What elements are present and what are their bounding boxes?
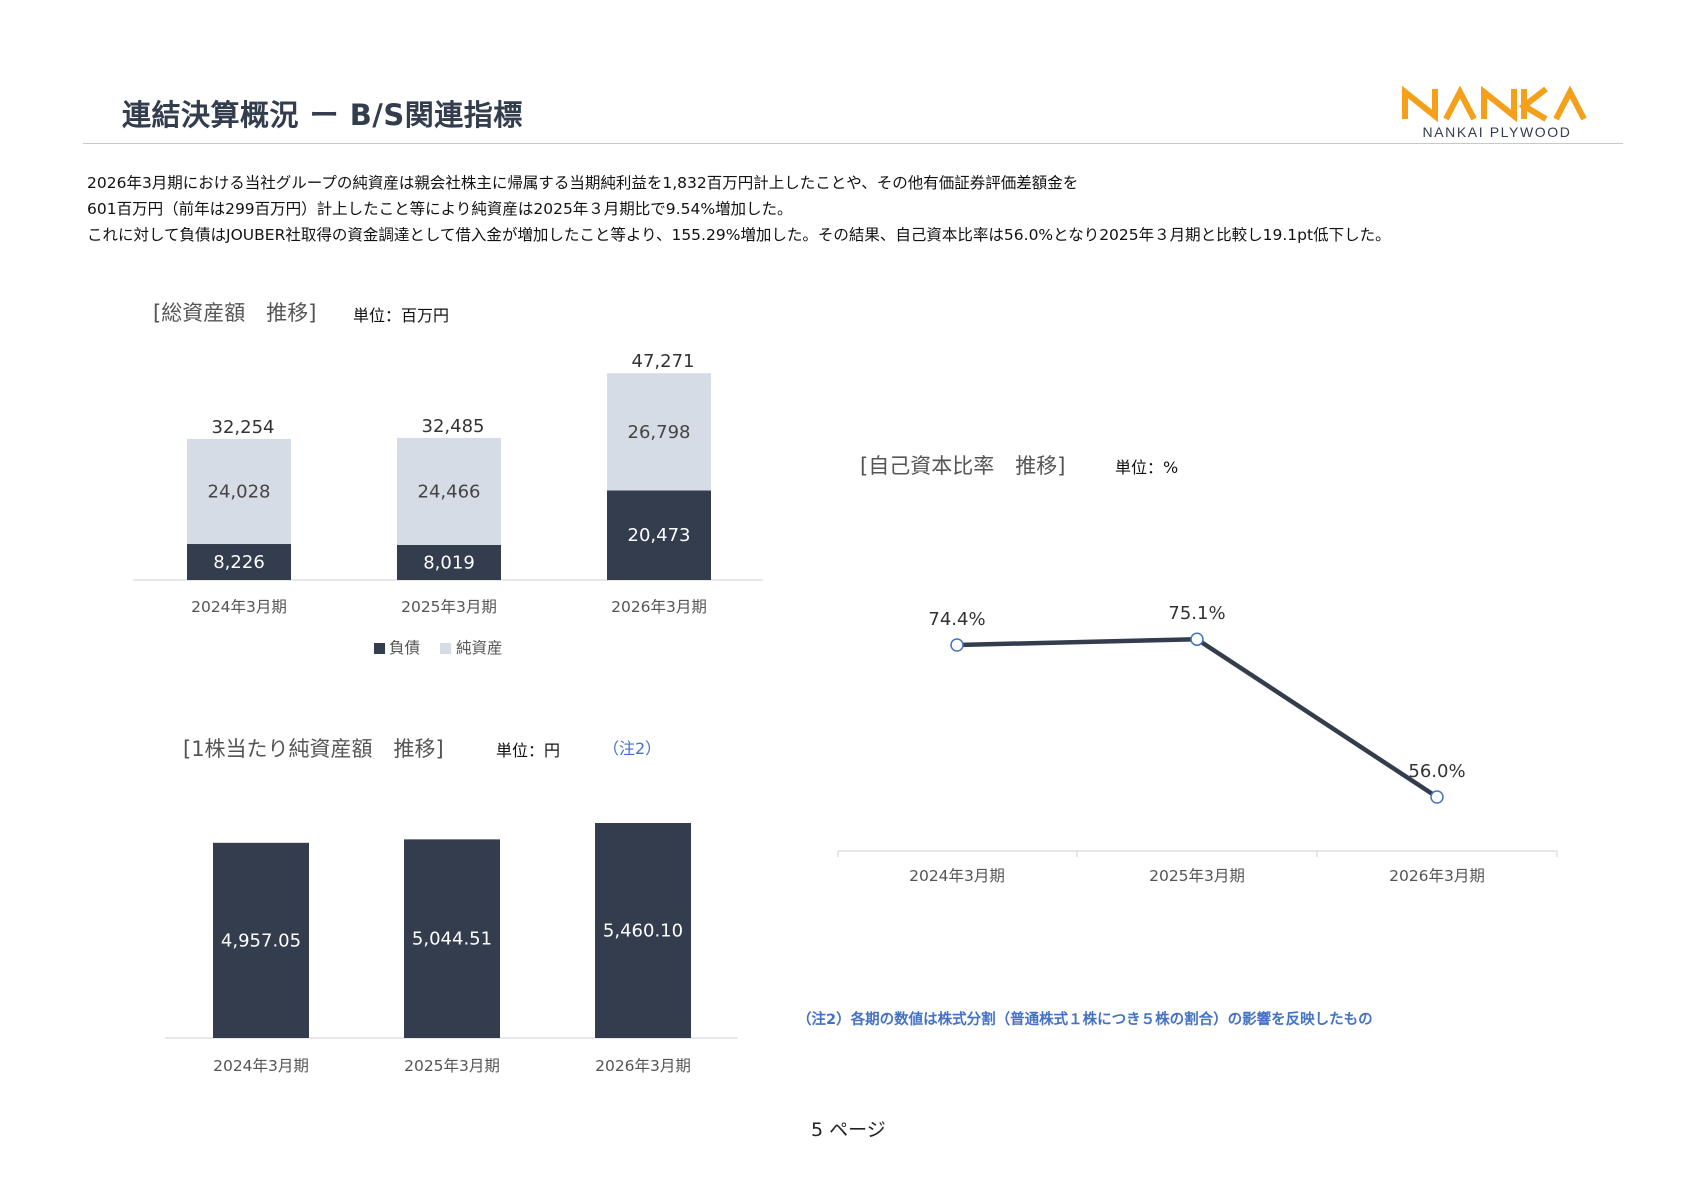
equity-ratio-line <box>956 636 1439 799</box>
data-label-net-assets: 26,798 <box>628 422 691 443</box>
data-point <box>1430 790 1444 804</box>
data-label: 56.0% <box>1408 761 1465 782</box>
bar-bps <box>213 842 309 1038</box>
data-label-liabilities: 8,019 <box>423 552 475 573</box>
bar-net-assets <box>397 437 501 545</box>
data-label-net-assets: 24,466 <box>418 481 481 502</box>
equity-ratio-unit: 単位：% <box>1115 458 1179 477</box>
bar-bps <box>595 823 691 1038</box>
x-tick-label: 2025年3月期 <box>1149 867 1245 885</box>
data-point <box>950 638 964 652</box>
x-tick-label: 2024年3月期 <box>909 867 1005 885</box>
x-tick-label: 2026年3月期 <box>1389 867 1485 885</box>
bps-unit: 単位：円 <box>496 741 561 760</box>
x-tick-label: 2026年3月期 <box>611 598 707 616</box>
intro-line: 2026年3月期における当社グループの純資産は親会社株主に帰属する当期純利益を1… <box>87 174 1079 192</box>
legend-swatch-net-assets <box>440 643 451 654</box>
bps-note-ref: （注2） <box>603 739 662 758</box>
legend-label-net-assets: 純資産 <box>456 639 503 657</box>
x-tick-label: 2026年3月期 <box>595 1057 691 1075</box>
bar-liabilities <box>607 490 711 580</box>
bar-net-assets <box>607 373 711 491</box>
equity-ratio-title: [自己資本比率 推移] <box>860 454 1066 478</box>
data-label-liabilities: 20,473 <box>628 525 691 546</box>
data-label-net-assets: 24,028 <box>208 481 271 502</box>
bps-chart: 4,957.05 2024年3月期 5,044.51 2025年3月期 5,460.10… <box>165 823 738 1075</box>
footnote: （注2）各期の数値は株式分割（普通株式１株につき５株の割合）の影響を反映したもの <box>797 1012 1373 1028</box>
total-assets-unit: 単位：百万円 <box>353 306 450 325</box>
legend-label-liabilities: 負債 <box>389 639 420 657</box>
data-label-bps: 5,044.51 <box>412 929 492 950</box>
page-number: 5 ページ <box>811 1119 886 1141</box>
nankai-logo-icon <box>1402 85 1587 123</box>
bar-bps <box>404 839 500 1038</box>
total-assets-title: [総資産額 推移] <box>153 301 317 325</box>
logo-subtitle: NANKAI PLYWOOD <box>1422 124 1572 140</box>
data-point <box>1190 632 1204 646</box>
data-label-liabilities: 8,226 <box>213 552 265 573</box>
x-tick-label: 2024年3月期 <box>191 598 287 616</box>
data-label-bps: 4,957.05 <box>221 930 301 951</box>
data-label-total: 47,271 <box>632 351 695 372</box>
total-assets-chart: 8,226 24,028 32,254 2024年3月期 8,019 24,466 32,4… <box>133 351 763 657</box>
bar-net-assets <box>187 438 291 545</box>
bar-liabilities <box>187 544 291 580</box>
equity-ratio-chart: 74.4% 2024年3月期 75.1% 2025年3月期 56.0% 2026年3月期 <box>837 603 1558 885</box>
legend-swatch-liabilities <box>374 643 385 654</box>
data-label-total: 32,485 <box>422 416 485 437</box>
data-label: 75.1% <box>1168 603 1225 624</box>
data-label: 74.4% <box>928 609 985 630</box>
data-label-bps: 5,460.10 <box>603 921 683 942</box>
intro-line: これに対して負債はJOUBER社取得の資金調達として借入金が増加したこと等より、… <box>87 226 1391 244</box>
bar-liabilities <box>397 544 501 580</box>
x-tick-label: 2025年3月期 <box>404 1057 500 1075</box>
title-divider <box>83 143 1623 144</box>
bps-title: [1株当たり純資産額 推移] <box>183 737 444 761</box>
data-label-total: 32,254 <box>212 417 275 438</box>
intro-line: 601百万円（前年は299百万円）計上したこと等により純資産は2025年３月期比… <box>87 200 793 218</box>
intro-paragraph: 2026年3月期における当社グループの純資産は親会社株主に帰属する当期純利益を1… <box>87 170 1647 248</box>
x-tick-label: 2024年3月期 <box>213 1057 309 1075</box>
company-logo: NANKAI PLYWOOD <box>1398 85 1596 142</box>
x-tick-label: 2025年3月期 <box>401 598 497 616</box>
page-title: 連結決算概況 ー B/S関連指標 <box>122 98 523 132</box>
